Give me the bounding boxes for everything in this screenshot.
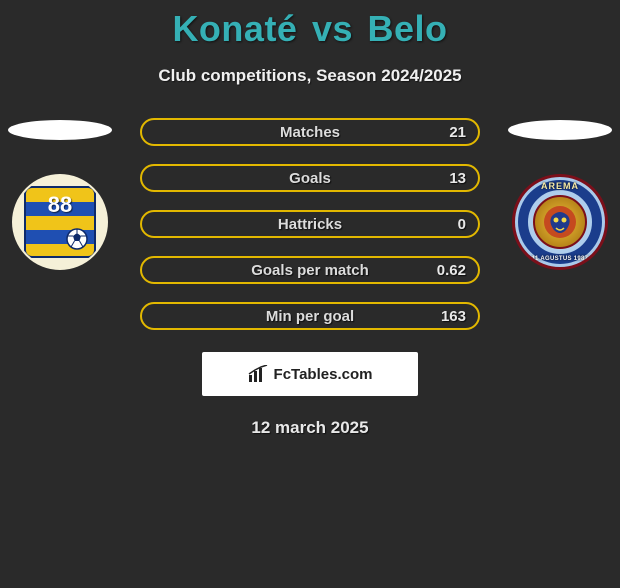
stat-row: Goals 13 — [140, 164, 480, 192]
badge-inner — [533, 195, 587, 249]
right-club-badge: AREMA 11 AGUSTUS 1987 — [512, 174, 608, 270]
stat-label: Min per goal — [266, 308, 354, 325]
stat-label: Hattricks — [278, 216, 342, 233]
right-side-panel: AREMA 11 AGUSTUS 1987 — [508, 118, 612, 270]
stat-value: 0.62 — [437, 262, 466, 279]
left-ellipse — [8, 120, 112, 140]
stats-column: Matches 21 Goals 13 Hattricks 0 Goals per matc… — [140, 118, 480, 330]
stat-value: 13 — [449, 170, 466, 187]
badge-bottom-text: 11 AGUSTUS 1987 — [515, 256, 605, 262]
stat-label: Matches — [280, 124, 340, 141]
stat-row: Min per goal 163 — [140, 302, 480, 330]
badge-number: 88 — [26, 192, 94, 218]
subtitle: Club competitions, Season 2024/2025 — [0, 66, 620, 86]
stat-label: Goals — [289, 170, 331, 187]
player2-name: Belo — [368, 8, 448, 49]
left-side-panel: 88 — [8, 118, 112, 270]
left-club-badge: 88 — [12, 174, 108, 270]
lion-icon — [540, 202, 580, 242]
brand-badge[interactable]: FcTables.com — [202, 352, 418, 396]
stat-row: Goals per match 0.62 — [140, 256, 480, 284]
badge-top-text: AREMA — [515, 181, 605, 191]
badge-stripes: 88 — [24, 186, 96, 258]
date-label: 12 march 2025 — [0, 418, 620, 438]
right-ellipse — [508, 120, 612, 140]
stat-value: 21 — [449, 124, 466, 141]
page-title: Konaté vs Belo — [0, 8, 620, 50]
chart-icon — [248, 365, 268, 383]
vs-label: vs — [312, 8, 353, 49]
player1-name: Konaté — [172, 8, 297, 49]
brand-text: FcTables.com — [274, 366, 373, 383]
stat-row: Hattricks 0 — [140, 210, 480, 238]
soccer-ball-icon — [66, 228, 88, 250]
stat-value: 163 — [441, 308, 466, 325]
content-area: 88 Matches 21 Goals 13 Hattricks 0 Goals per m… — [0, 118, 620, 330]
stat-row: Matches 21 — [140, 118, 480, 146]
stat-value: 0 — [458, 216, 466, 233]
stat-label: Goals per match — [251, 262, 369, 279]
